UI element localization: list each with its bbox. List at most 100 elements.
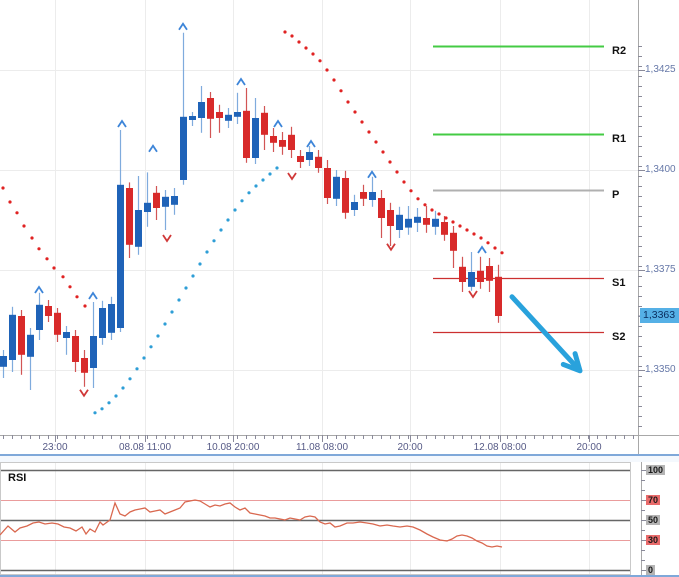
candle [405, 218, 412, 228]
candle [18, 316, 25, 355]
rsi-axis-label: 70 [646, 495, 661, 505]
rsi-axis-label: 0 [646, 565, 656, 575]
candle [9, 314, 16, 360]
candle [459, 266, 466, 282]
sar-dots-red-right [283, 30, 504, 255]
fractal-up-icon [367, 170, 377, 179]
candle [243, 110, 250, 158]
fractal-up-icon [306, 139, 316, 148]
sar-dots-red-left [1, 186, 87, 308]
pivot-label-r2: R2 [612, 45, 627, 57]
candle [63, 332, 70, 338]
candle [54, 312, 61, 335]
fractal-up-icon [148, 144, 158, 153]
candle [72, 336, 79, 362]
candle [495, 276, 502, 316]
candle [252, 118, 259, 158]
candle [45, 306, 52, 316]
candle [351, 202, 358, 210]
fractal-down-icon [468, 290, 478, 299]
pivot-label-r1: R1 [612, 133, 627, 145]
fractal-down-icon [79, 389, 89, 398]
candle [270, 136, 277, 143]
candle [450, 232, 457, 251]
candle [423, 218, 430, 225]
candle [189, 116, 196, 120]
fractals-layer [34, 22, 487, 398]
time-axis-label: 23:00 [42, 442, 68, 453]
candle [126, 188, 133, 245]
rsi-line [0, 499, 503, 548]
price-axis-label: 1,3425 [645, 64, 676, 75]
rsi-axis-label: 50 [646, 515, 661, 525]
candle [81, 358, 88, 373]
price-axis-label: 1,3375 [645, 264, 676, 275]
candle [90, 336, 97, 368]
candle [486, 266, 493, 281]
candle [144, 202, 151, 212]
candle [198, 102, 205, 118]
fractal-up-icon [88, 291, 98, 300]
candle [306, 152, 313, 160]
panel-splitter[interactable] [0, 454, 679, 456]
candle [225, 114, 232, 121]
candle [153, 192, 160, 208]
fractal-up-icon [273, 119, 283, 128]
fractal-down-icon [386, 243, 396, 252]
main-price-chart[interactable] [0, 0, 679, 455]
candle [477, 270, 484, 282]
candle [324, 168, 331, 198]
fractal-up-icon [477, 245, 487, 254]
candle [288, 134, 295, 150]
price-axis-label: 1,3400 [645, 164, 676, 175]
candle [36, 304, 43, 330]
candle [378, 198, 385, 218]
rsi-panel[interactable] [0, 462, 679, 577]
sar-dots-blue [93, 166, 279, 415]
fractal-up-icon [34, 285, 44, 294]
trend-arrow[interactable] [509, 294, 583, 374]
rsi-axis-label: 30 [646, 535, 661, 545]
candle [432, 218, 439, 227]
candle [27, 334, 34, 357]
bottom-splitter[interactable] [0, 575, 679, 577]
grid-layer [0, 0, 638, 435]
candle [171, 196, 178, 205]
candle [234, 112, 241, 117]
time-axis-label: 12.08 08:00 [473, 442, 527, 453]
candle [261, 112, 268, 135]
candle [387, 210, 394, 226]
price-axis-label: 1,3350 [645, 364, 676, 375]
candle [468, 272, 475, 287]
candle [207, 98, 214, 119]
candle [99, 308, 106, 338]
pivot-label-s1: S1 [612, 277, 626, 289]
rsi-indicator-label: RSI [8, 472, 27, 484]
fractal-up-icon [117, 119, 127, 128]
pivot-label-s2: S2 [612, 331, 626, 343]
candle [441, 222, 448, 235]
fractal-up-icon [178, 22, 188, 31]
candle [396, 214, 403, 230]
candle [108, 304, 115, 333]
fractal-down-icon [162, 234, 172, 243]
fractal-up-icon [236, 77, 246, 86]
candle [135, 210, 142, 247]
pivot-lines-layer [433, 45, 604, 334]
candle [162, 196, 169, 207]
fractal-down-icon [287, 172, 297, 181]
candle [315, 156, 322, 168]
candles-layer [0, 32, 502, 390]
time-axis-label: 08.08 11:00 [118, 442, 172, 453]
candle [360, 192, 367, 199]
candle [333, 176, 340, 199]
candle [216, 112, 223, 118]
axes-layer [0, 0, 679, 455]
candle [369, 192, 376, 200]
candle [414, 216, 421, 223]
current-price-badge: 1,3363 [640, 308, 679, 323]
candle [0, 356, 7, 367]
time-axis-label: 11.08 08:00 [295, 442, 349, 453]
candle [279, 140, 286, 147]
